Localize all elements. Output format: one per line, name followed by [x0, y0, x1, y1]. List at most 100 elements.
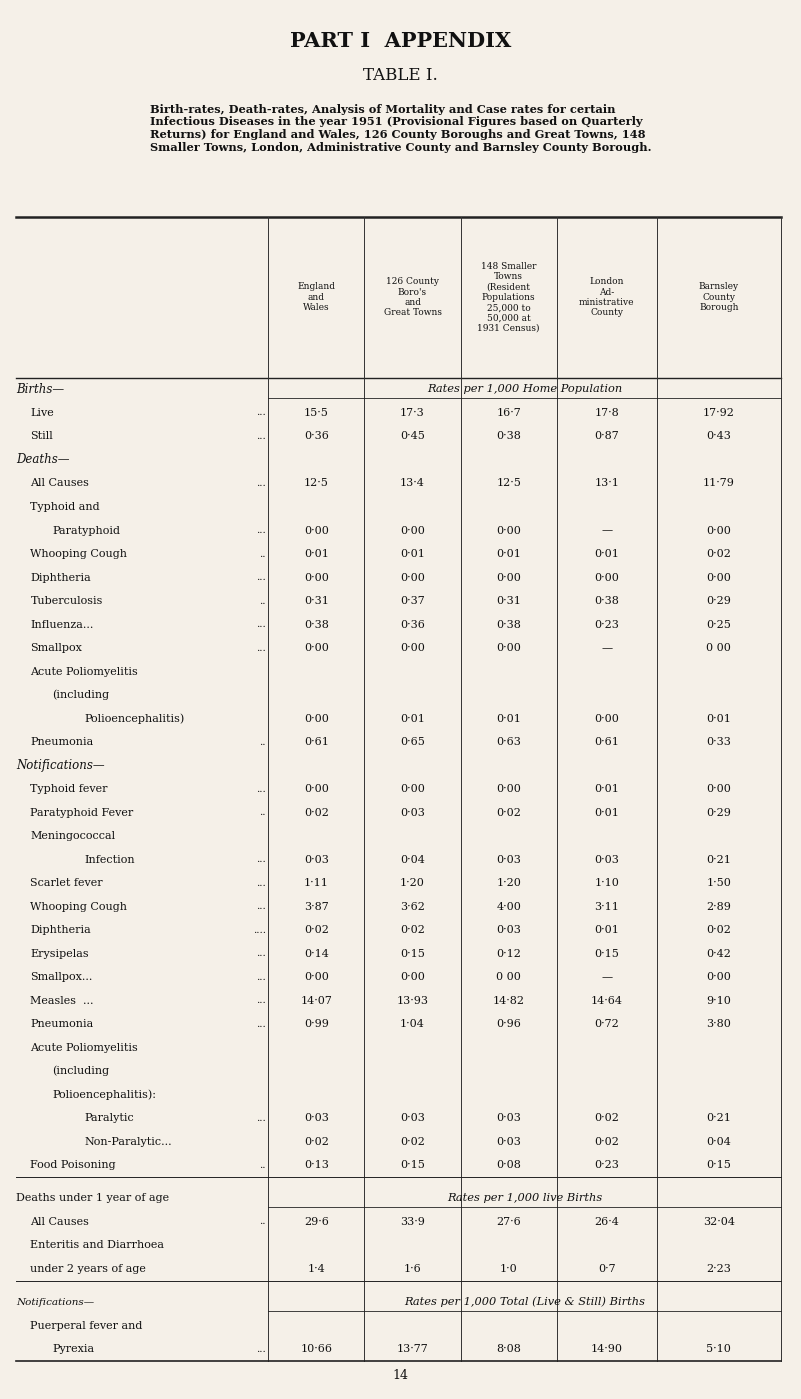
Text: 0·01: 0·01: [594, 783, 619, 795]
Text: ...: ...: [256, 644, 266, 652]
Text: PART I  APPENDIX: PART I APPENDIX: [290, 31, 511, 50]
Text: 0·12: 0·12: [496, 949, 521, 958]
Text: ...: ...: [256, 972, 266, 982]
Text: 26·4: 26·4: [594, 1217, 619, 1227]
Text: 0·00: 0·00: [400, 644, 425, 653]
Text: Typhoid fever: Typhoid fever: [30, 783, 108, 795]
Text: 0·02: 0·02: [304, 1136, 329, 1147]
Text: 0 00: 0 00: [706, 644, 731, 653]
Text: All Causes: All Causes: [30, 478, 90, 488]
Text: Smallpox...: Smallpox...: [30, 972, 93, 982]
Text: 126 County
Boro's
and
Great Towns: 126 County Boro's and Great Towns: [384, 277, 441, 318]
Text: Paralytic: Paralytic: [84, 1114, 134, 1123]
Text: 0·00: 0·00: [496, 526, 521, 536]
Text: 0·00: 0·00: [304, 644, 329, 653]
Text: TABLE I.: TABLE I.: [363, 67, 438, 84]
Text: 0·01: 0·01: [400, 713, 425, 723]
Text: 1·6: 1·6: [404, 1263, 421, 1274]
Text: Typhoid and: Typhoid and: [30, 502, 100, 512]
Text: 12·5: 12·5: [496, 478, 521, 488]
Text: 0·03: 0·03: [400, 1114, 425, 1123]
Text: 0·02: 0·02: [400, 925, 425, 935]
Text: 0·00: 0·00: [496, 572, 521, 582]
Text: 0·23: 0·23: [594, 620, 619, 630]
Text: ..: ..: [260, 1161, 266, 1170]
Text: 0·65: 0·65: [400, 737, 425, 747]
Text: Smallpox: Smallpox: [30, 644, 83, 653]
Text: 0·00: 0·00: [400, 572, 425, 582]
Text: 0·00: 0·00: [706, 572, 731, 582]
Text: 0·02: 0·02: [594, 1114, 619, 1123]
Text: Scarlet fever: Scarlet fever: [30, 879, 103, 888]
Text: 0·00: 0·00: [706, 783, 731, 795]
Text: Diphtheria: Diphtheria: [30, 572, 91, 582]
Text: 1·50: 1·50: [706, 879, 731, 888]
Text: 13·77: 13·77: [396, 1344, 429, 1354]
Text: 11·79: 11·79: [703, 478, 735, 488]
Text: 0·43: 0·43: [706, 431, 731, 442]
Text: Measles  ...: Measles ...: [30, 996, 94, 1006]
Text: 0·99: 0·99: [304, 1018, 329, 1030]
Text: ...: ...: [256, 996, 266, 1004]
Text: Rates per 1,000 live Births: Rates per 1,000 live Births: [447, 1193, 602, 1203]
Text: under 2 years of age: under 2 years of age: [30, 1263, 147, 1274]
Text: Infection: Infection: [84, 855, 135, 865]
Text: 0·45: 0·45: [400, 431, 425, 442]
Text: ..: ..: [260, 809, 266, 817]
Text: Pneumonia: Pneumonia: [30, 737, 94, 747]
Text: Live: Live: [30, 409, 54, 418]
Text: 0·7: 0·7: [598, 1263, 616, 1274]
Text: 0·00: 0·00: [304, 572, 329, 582]
Text: 0·23: 0·23: [594, 1160, 619, 1170]
Text: 0·03: 0·03: [496, 1114, 521, 1123]
Text: 0·38: 0·38: [304, 620, 329, 630]
Text: 0·00: 0·00: [400, 972, 425, 982]
Text: Paratyphoid: Paratyphoid: [52, 526, 120, 536]
Text: 0·00: 0·00: [594, 572, 619, 582]
Text: Meningococcal: Meningococcal: [30, 831, 115, 841]
Text: Notifications—: Notifications—: [16, 1298, 95, 1307]
Text: 0·38: 0·38: [496, 620, 521, 630]
Text: 0·03: 0·03: [304, 855, 329, 865]
Text: Polioencephalitis): Polioencephalitis): [84, 713, 184, 723]
Text: Rates per 1,000 Home Population: Rates per 1,000 Home Population: [427, 385, 622, 395]
Text: Puerperal fever and: Puerperal fever and: [30, 1321, 143, 1330]
Text: —: —: [602, 972, 612, 982]
Text: 0·15: 0·15: [400, 1160, 425, 1170]
Text: 0·87: 0·87: [594, 431, 619, 442]
Text: ...: ...: [256, 526, 266, 534]
Text: ..: ..: [260, 596, 266, 606]
Text: 1·20: 1·20: [400, 879, 425, 888]
Text: (including: (including: [52, 690, 109, 701]
Text: Deaths—: Deaths—: [16, 453, 70, 466]
Text: Acute Poliomyelitis: Acute Poliomyelitis: [30, 666, 139, 677]
Text: ...: ...: [256, 785, 266, 793]
Text: 3·11: 3·11: [594, 901, 619, 912]
Text: ...: ...: [256, 949, 266, 958]
Text: 0·01: 0·01: [594, 807, 619, 817]
Text: Influenza...: Influenza...: [30, 620, 94, 630]
Text: 3·62: 3·62: [400, 901, 425, 912]
Text: —: —: [602, 526, 612, 536]
Text: 148 Smaller
Towns
(Resident
Populations
25,000 to
50,000 at
1931 Census): 148 Smaller Towns (Resident Populations …: [477, 262, 540, 333]
Text: 0·00: 0·00: [594, 713, 619, 723]
Text: 0·01: 0·01: [304, 548, 329, 560]
Text: ..: ..: [260, 737, 266, 747]
Text: 1·10: 1·10: [594, 879, 619, 888]
Text: 0·03: 0·03: [304, 1114, 329, 1123]
Text: ...: ...: [256, 478, 266, 488]
Text: Diphtheria: Diphtheria: [30, 925, 91, 935]
Text: 0·02: 0·02: [706, 925, 731, 935]
Text: 0·00: 0·00: [304, 783, 329, 795]
Text: 0·29: 0·29: [706, 807, 731, 817]
Text: 0·37: 0·37: [400, 596, 425, 606]
Text: ...: ...: [256, 409, 266, 417]
Text: 0·31: 0·31: [304, 596, 329, 606]
Text: 0·29: 0·29: [706, 596, 731, 606]
Text: Polioencephalitis):: Polioencephalitis):: [52, 1090, 156, 1100]
Text: 0·36: 0·36: [304, 431, 329, 442]
Text: 32·04: 32·04: [703, 1217, 735, 1227]
Text: 13·1: 13·1: [594, 478, 619, 488]
Text: Whooping Cough: Whooping Cough: [30, 548, 127, 560]
Text: 3·80: 3·80: [706, 1018, 731, 1030]
